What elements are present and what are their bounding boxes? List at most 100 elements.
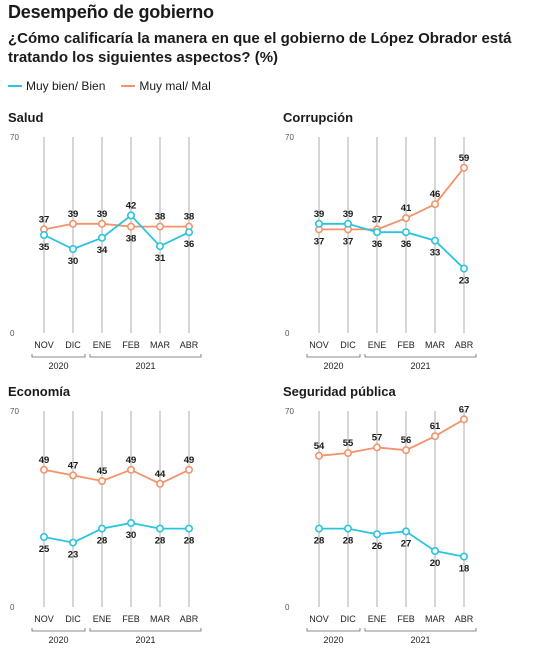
series-line xyxy=(43,214,190,250)
series-line xyxy=(319,222,465,270)
x-tick-label: ABR xyxy=(455,340,474,350)
data-label: 49 xyxy=(126,455,137,466)
x-tick-label: DIC xyxy=(340,614,356,624)
data-label: 49 xyxy=(184,455,195,466)
data-label: 37 xyxy=(372,214,383,225)
data-point xyxy=(314,219,323,228)
data-point xyxy=(98,219,107,228)
data-label: 59 xyxy=(459,153,470,164)
y-tick-label: 0 xyxy=(10,329,15,338)
x-tick-label: MAR xyxy=(150,614,171,624)
data-point xyxy=(185,228,194,237)
data-label: 54 xyxy=(314,441,325,452)
y-tick-label: 70 xyxy=(285,407,294,416)
data-point xyxy=(402,446,411,455)
data-point xyxy=(156,479,165,488)
data-point xyxy=(98,233,107,242)
data-point xyxy=(68,538,77,547)
line-chart: 70 0 28 54 28 55 26 57 27 56 20 61 18 67 NOV DIC ENE FEB M… xyxy=(285,404,477,645)
data-point xyxy=(373,443,382,452)
data-point xyxy=(127,211,136,220)
data-point xyxy=(185,465,194,474)
year-label: 2021 xyxy=(410,361,430,371)
data-point xyxy=(431,547,440,556)
chart-title: Seguridad pública xyxy=(283,384,396,399)
chart-title: Economía xyxy=(8,384,71,399)
series-line xyxy=(43,522,189,544)
year-bracket xyxy=(306,628,361,632)
x-tick-label: ABR xyxy=(180,340,199,350)
legend-swatch-good xyxy=(8,85,22,87)
page-subtitle: ¿Cómo calificaría la manera en que el go… xyxy=(8,30,512,66)
data-label: 27 xyxy=(401,538,412,549)
data-point xyxy=(314,524,323,533)
data-point xyxy=(373,228,382,237)
chart-panel-salud: Salud 70 0 35 37 30 39 34 39 42 38 31 38 36 38 NOV DIC E… xyxy=(8,110,258,371)
page-title: Desempeño de gobierno xyxy=(8,2,214,22)
year-bracket xyxy=(89,354,202,358)
data-label: 23 xyxy=(459,276,470,287)
y-tick-label: 70 xyxy=(285,133,294,142)
data-label: 46 xyxy=(430,189,441,200)
x-tick-label: DIC xyxy=(340,340,356,350)
data-label: 45 xyxy=(97,466,108,477)
year-bracket xyxy=(364,354,477,358)
data-point xyxy=(127,222,136,231)
year-label: 2020 xyxy=(48,635,68,645)
y-tick-label: 70 xyxy=(10,407,19,416)
year-bracket xyxy=(31,628,86,632)
data-label: 30 xyxy=(126,530,137,541)
data-point xyxy=(431,432,440,441)
data-point xyxy=(460,163,469,172)
data-label: 67 xyxy=(459,404,470,415)
x-tick-label: FEB xyxy=(397,614,415,624)
legend-swatch-bad xyxy=(121,85,136,87)
data-label: 33 xyxy=(430,248,441,259)
data-label: 28 xyxy=(343,536,354,547)
data-label: 57 xyxy=(372,432,383,443)
data-label: 20 xyxy=(430,558,441,569)
legend-item-bad: Muy mal/ Mal xyxy=(121,79,211,93)
data-point xyxy=(402,228,411,237)
chart-panel-economia: Economía 70 0 25 49 23 47 28 45 30 49 28 44 28 49 NOV D… xyxy=(8,384,258,645)
data-label: 38 xyxy=(126,234,137,245)
data-label: 55 xyxy=(343,438,354,449)
y-tick-label: 0 xyxy=(10,603,15,612)
x-tick-label: NOV xyxy=(309,614,329,624)
x-tick-label: DIC xyxy=(65,614,81,624)
data-label: 28 xyxy=(155,536,166,547)
y-tick-label: 0 xyxy=(285,603,290,612)
data-point xyxy=(68,219,77,228)
data-label: 30 xyxy=(68,256,79,267)
x-tick-label: ABR xyxy=(455,614,474,624)
data-point xyxy=(68,471,77,480)
data-point xyxy=(343,219,352,228)
data-point xyxy=(98,524,107,533)
data-label: 28 xyxy=(97,536,108,547)
series-line xyxy=(43,222,189,231)
data-label: 28 xyxy=(184,536,195,547)
x-tick-label: ABR xyxy=(180,614,199,624)
data-point xyxy=(402,527,411,536)
data-point xyxy=(431,236,440,245)
data-label: 49 xyxy=(39,455,50,466)
x-tick-label: ENE xyxy=(93,614,112,624)
x-tick-label: ENE xyxy=(368,340,387,350)
data-label: 61 xyxy=(430,421,441,432)
data-point xyxy=(343,449,352,458)
data-point xyxy=(460,415,469,424)
legend-label-bad: Muy mal/ Mal xyxy=(139,79,211,93)
x-tick-label: MAR xyxy=(150,340,171,350)
x-tick-label: ENE xyxy=(93,340,112,350)
year-bracket xyxy=(306,354,361,358)
x-tick-label: FEB xyxy=(397,340,415,350)
data-label: 36 xyxy=(184,239,195,250)
x-tick-label: NOV xyxy=(34,340,54,350)
data-label: 37 xyxy=(39,214,50,225)
data-point xyxy=(98,477,107,486)
data-label: 37 xyxy=(314,236,325,247)
data-label: 39 xyxy=(314,209,325,220)
year-label: 2020 xyxy=(48,361,68,371)
line-chart: 70 0 39 37 39 37 36 37 36 41 33 46 23 59 NOV DIC ENE FEB M… xyxy=(285,133,477,371)
data-label: 25 xyxy=(39,544,50,555)
